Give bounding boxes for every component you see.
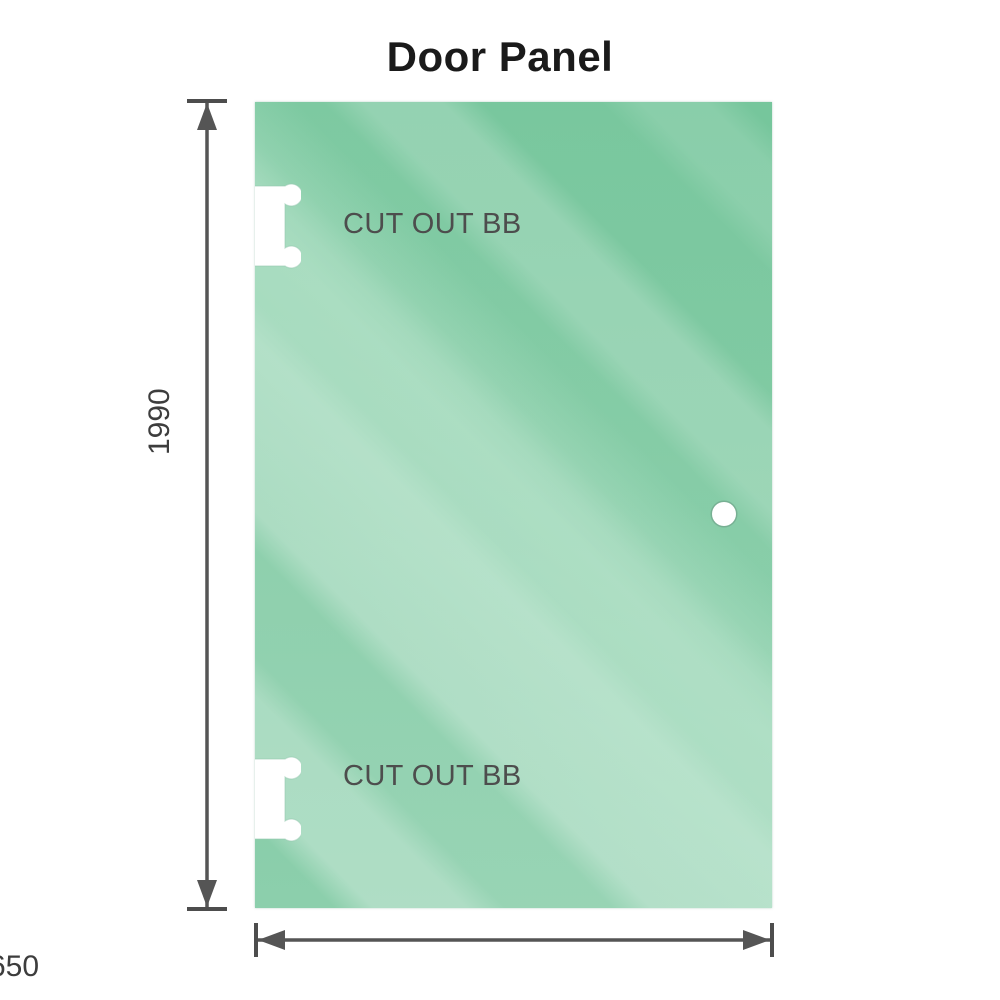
dimension-line-vertical: [180, 90, 240, 920]
hinge-cutout-bottom: [255, 755, 301, 843]
dimension-label-width: 650: [0, 950, 40, 983]
cutout-top-label: CUT OUT BB: [343, 208, 522, 240]
dimension-label-height: 1990: [143, 388, 176, 455]
page-title: Door Panel: [386, 33, 614, 80]
dimension-line-horizontal: [240, 920, 790, 962]
hinge-cutout-top: [255, 182, 301, 270]
cutout-bottom-label: CUT OUT BB: [343, 760, 522, 792]
handle-hole: [712, 502, 736, 526]
